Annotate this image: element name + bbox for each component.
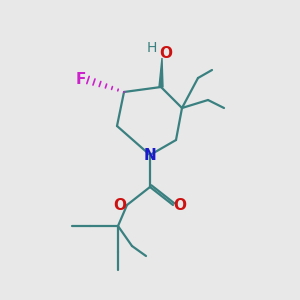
Text: N: N [144, 148, 156, 163]
Polygon shape [159, 58, 163, 87]
Text: H: H [147, 41, 157, 55]
Text: F: F [76, 71, 86, 86]
Text: O: O [160, 46, 172, 61]
Text: O: O [173, 197, 187, 212]
Text: O: O [113, 197, 127, 212]
